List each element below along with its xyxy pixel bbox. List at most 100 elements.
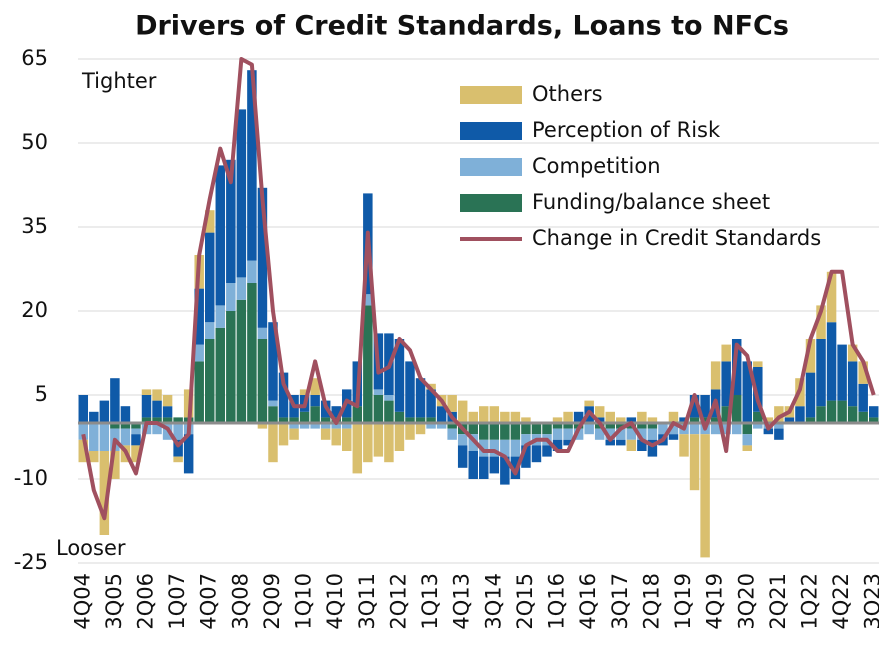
x-tick-label: 2Q12: [386, 573, 410, 630]
bar-segment: [415, 417, 426, 423]
bar-segment: [320, 417, 331, 423]
bar-segment: [605, 411, 615, 423]
bar-segment: [637, 428, 647, 440]
bar-segment: [826, 322, 837, 401]
bar-segment: [215, 327, 226, 423]
x-tick-label: 3Q20: [734, 573, 758, 630]
bar-segment: [89, 423, 99, 451]
x-tick-label: 3Q05: [102, 573, 126, 630]
bar-segment: [373, 389, 384, 395]
legend-swatch: [460, 86, 522, 104]
bar-segment: [110, 423, 120, 429]
bar-segment: [858, 411, 868, 423]
bar-segment: [162, 395, 173, 407]
x-tick-label: 4Q13: [450, 573, 474, 630]
bar-segment: [626, 428, 637, 440]
bar-segment: [468, 423, 478, 435]
bar-segment: [637, 439, 647, 451]
bar-segment: [847, 406, 858, 423]
bar-segment: [89, 451, 99, 463]
bar-segment: [78, 423, 89, 440]
bar-segment: [205, 232, 215, 323]
bar-segment: [552, 439, 563, 451]
bar-segment: [268, 400, 278, 407]
bar-segment: [805, 339, 816, 373]
bar-segment: [626, 439, 637, 451]
bar-segment: [710, 417, 721, 423]
bar-segment: [816, 339, 826, 407]
bar-segment: [552, 423, 563, 429]
bar-segment: [363, 423, 373, 463]
bar-segment: [247, 70, 257, 261]
bar-segment: [826, 400, 837, 423]
bar-segment: [405, 417, 415, 423]
bar-segment: [468, 411, 478, 423]
bar-segment: [510, 423, 521, 440]
chart-title: Drivers of Credit Standards, Loans to NF…: [135, 11, 789, 42]
bar-segment: [816, 305, 826, 339]
bar-segment: [310, 406, 320, 423]
bar-segment: [299, 411, 310, 423]
bar-segment: [226, 311, 236, 423]
bar-segment: [226, 159, 236, 283]
bar-segment: [394, 339, 405, 412]
bar-segment: [78, 439, 89, 463]
bar-segment: [479, 406, 489, 423]
legend-label: Others: [532, 82, 603, 106]
bar-segment: [531, 423, 542, 435]
x-tick-label: 1Q10: [292, 573, 316, 630]
bar-segment: [742, 361, 752, 423]
bar-segment: [700, 417, 710, 423]
bar-segment: [774, 423, 784, 429]
bar-segment: [415, 423, 426, 435]
legend-label: Funding/balance sheet: [532, 190, 770, 214]
annotation: Tighter: [81, 69, 157, 93]
bar-segment: [278, 372, 289, 418]
bar-segment: [278, 423, 289, 446]
x-tick-label: 2Q21: [766, 573, 790, 630]
y-tick-label: -25: [14, 550, 48, 574]
bar-segment: [489, 423, 500, 440]
bar-segment: [342, 417, 352, 423]
bar-segment: [868, 406, 879, 418]
bar-segment: [373, 395, 384, 423]
bar-segment: [626, 417, 637, 423]
bar-segment: [563, 411, 573, 423]
bar-segment: [215, 165, 226, 306]
bar-segment: [268, 322, 278, 401]
bar-segment: [426, 423, 436, 429]
bar-segment: [542, 445, 552, 457]
bar-segment: [278, 417, 289, 423]
bar-segment: [110, 378, 120, 423]
bar-segment: [689, 417, 700, 423]
bar-segment: [668, 411, 679, 423]
bar-segment: [205, 339, 215, 423]
bar-segment: [753, 367, 763, 412]
bar-segment: [837, 400, 847, 423]
bar-segment: [510, 411, 521, 423]
bar-segment: [247, 283, 257, 423]
bar-segment: [721, 406, 731, 423]
x-tick-label: 2Q15: [513, 573, 537, 630]
y-tick-label: 35: [21, 214, 48, 238]
bar-segment: [268, 423, 278, 463]
bar-segment: [457, 400, 468, 423]
bar-segment: [226, 283, 236, 311]
bar-segment: [795, 406, 805, 423]
bar-segment: [299, 423, 310, 429]
legend-label: Change in Credit Standards: [532, 226, 821, 250]
bar-segment: [805, 372, 816, 418]
x-tick-label: 4Q19: [703, 573, 727, 630]
legend: Others Perception of Risk Competition Fundi…: [460, 82, 821, 250]
bar-segment: [616, 439, 626, 446]
bar-segment: [405, 423, 415, 440]
bar-segment: [594, 406, 605, 418]
bar-segment: [141, 395, 152, 418]
bar-segment: [405, 361, 415, 418]
bar-segment: [647, 439, 658, 457]
bar-segment: [637, 411, 647, 423]
bar-segment: [742, 423, 752, 435]
bar-segment: [573, 428, 584, 440]
annotation: Looser: [56, 536, 126, 560]
bar-segment: [805, 417, 816, 423]
